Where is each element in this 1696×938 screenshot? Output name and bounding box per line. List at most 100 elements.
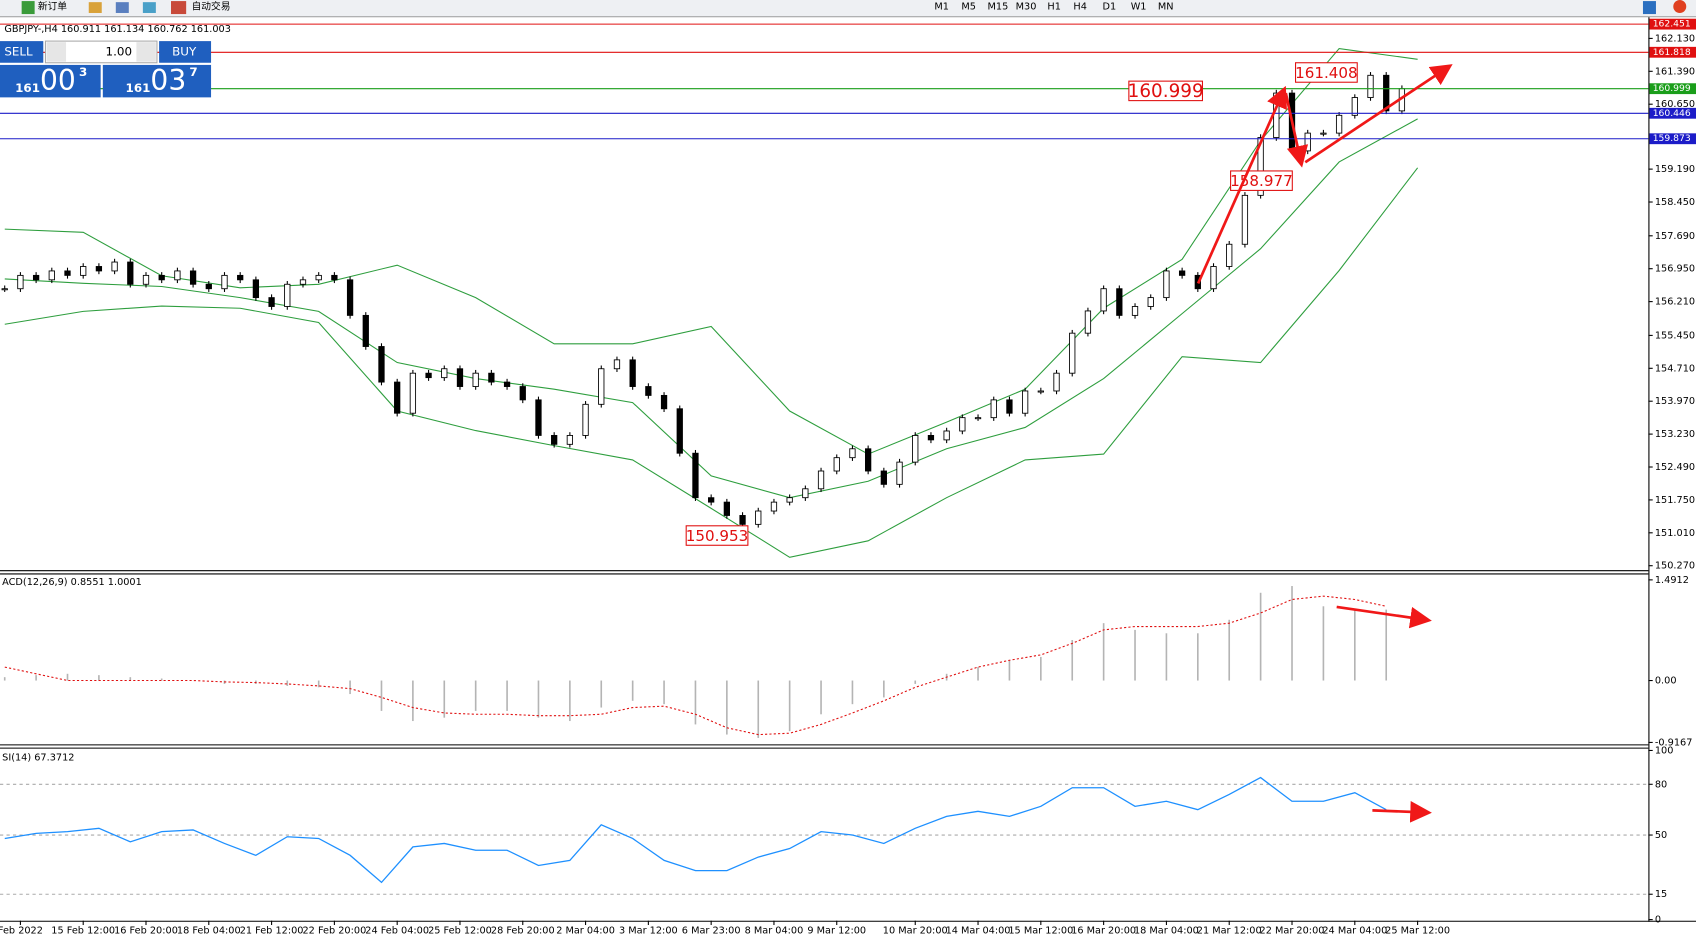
candle [598,368,605,405]
candle [1351,97,1358,116]
search-icon[interactable] [1642,1,1656,15]
buy-label[interactable]: BUY [172,44,197,58]
price-level-label: 160.999 [1653,83,1691,94]
sell-label[interactable]: SELL [4,44,33,58]
x-tick-label: 18 Mar 04:00 [1134,925,1199,936]
x-tick-label: 24 Feb 04:00 [365,925,429,936]
candle [1163,270,1170,299]
bid-box[interactable] [0,64,101,98]
timeframe[interactable]: M30 [1016,1,1037,12]
bollinger-upper [4,48,1418,455]
price-level-label: 162.451 [1653,19,1691,30]
timeframe[interactable]: H1 [1047,1,1061,12]
timeframe[interactable]: M5 [961,1,976,12]
annotation-box [1128,80,1204,102]
candle [723,501,730,516]
annotation-box [1294,62,1358,83]
candle [865,448,872,472]
auto-trading-icon[interactable] [171,1,187,15]
ask-pips[interactable]: 03 [150,64,186,97]
timeframe[interactable]: MN [1158,1,1174,12]
candle [1,288,8,291]
annotation: 160.999 [1128,81,1204,102]
y-tick-label: 162.130 [1655,33,1695,44]
icon[interactable] [115,2,129,13]
candle [1021,390,1029,414]
x-tick-label: 9 Mar 12:00 [807,925,866,936]
x-tick-label: 15 Feb 12:00 [51,925,115,936]
y-tick-label: 160.650 [1655,99,1695,110]
y-tick-label: 0 [1655,915,1661,926]
arrow [1196,85,1287,285]
candle [441,368,448,379]
x-tick-label: 21 Mar 12:00 [1197,925,1262,936]
buy-button[interactable] [159,41,212,63]
arrow [1284,92,1309,168]
bid-fraction[interactable]: 3 [79,65,87,79]
candle [566,435,574,445]
new-order-icon[interactable] [21,1,35,15]
x-tick-label: 25 Mar 12:00 [1385,925,1450,936]
lots-down[interactable] [46,42,67,62]
candle [488,372,495,383]
bollinger-middle [4,118,1418,499]
sell-button[interactable] [0,41,44,63]
candle [1069,332,1076,374]
x-tick-label: 22 Feb 20:00 [302,925,366,936]
bollinger-lower [4,167,1419,558]
y-tick-label: 0.00 [1655,676,1677,687]
bid-pips[interactable]: 00 [40,64,76,97]
auto-trading[interactable]: 自动交易 [192,0,231,12]
alert-icon[interactable] [1673,0,1687,13]
lots-field[interactable] [44,40,158,64]
candle [142,274,150,285]
candle [1273,92,1280,138]
candle [990,399,997,419]
new-order[interactable]: 新订单 [38,0,67,12]
price-level-label: 160.446 [1653,108,1691,119]
candle [582,403,589,436]
candle [959,417,966,432]
candle [174,270,181,281]
timeframe[interactable]: M1 [934,1,949,12]
candle [237,274,244,281]
y-tick-label: 151.750 [1655,495,1695,506]
x-tick-label: 28 Feb 20:00 [491,925,555,936]
candle [849,448,856,459]
candle [346,279,354,316]
candle [456,368,464,387]
icon[interactable] [142,2,156,13]
candle [252,279,260,299]
y-tick-label: 153.230 [1655,429,1695,440]
y-tick-label: 153.970 [1655,396,1695,407]
bid-big-figure[interactable]: 161 [15,81,40,95]
ask-box[interactable] [102,64,212,98]
x-tick-label: 24 Mar 04:00 [1322,925,1387,936]
candle [1053,372,1060,392]
plots: 162.130 161.390 160.650 159.190 158.450 157.6… [0,19,1696,936]
timeframe[interactable]: D1 [1103,1,1117,12]
timeframe[interactable]: H4 [1073,1,1087,12]
candle [1084,310,1092,334]
x-tick-label: 18 Feb 04:00 [177,925,241,936]
candle [158,274,165,281]
timeframe[interactable]: M15 [988,1,1009,12]
drawn-arrows [1196,64,1453,823]
candle [645,386,652,396]
lots-up[interactable] [136,42,156,62]
x-tick-label: 6 Mar 23:00 [682,925,741,936]
ask-big-figure[interactable]: 161 [126,81,151,95]
candle [1304,132,1311,152]
candle [111,261,118,272]
candle [378,346,385,383]
ask-fraction[interactable]: 7 [189,65,197,79]
y-tick-label: 1.4912 [1655,575,1689,586]
annotation: 150.953 [686,527,749,545]
y-tick-label: 100 [1655,745,1674,756]
lots-value[interactable]: 1.00 [106,44,132,58]
icon[interactable] [88,2,102,13]
candle [692,452,699,499]
timeframe[interactable]: W1 [1131,1,1147,12]
arrow [1372,801,1432,823]
candle [613,359,621,370]
